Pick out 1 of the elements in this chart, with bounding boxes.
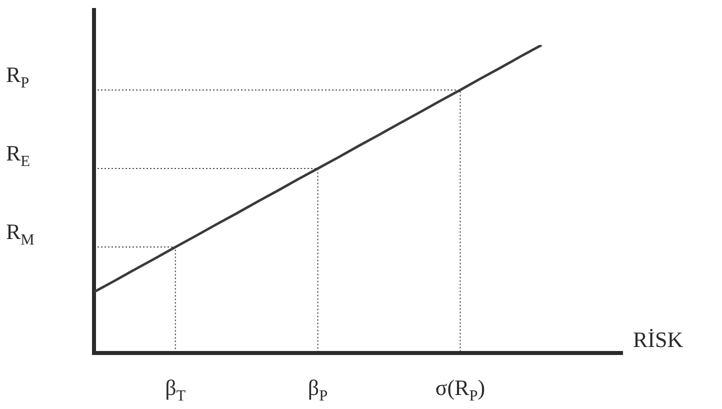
x-axis-title: RİSK bbox=[633, 327, 684, 352]
